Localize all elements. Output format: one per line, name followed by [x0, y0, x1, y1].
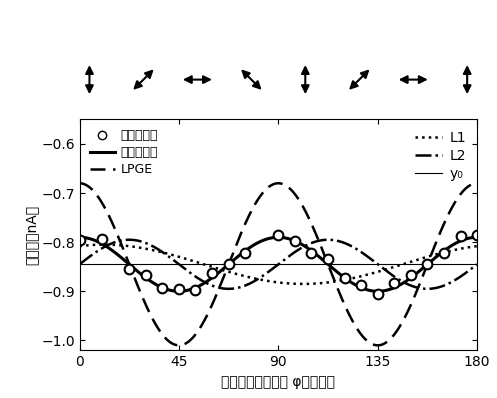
L2: [126, 237, 132, 242]
L2: [77, 262, 83, 267]
L1: [101, 242, 107, 247]
L1: [252, 276, 258, 281]
L1: [117, 243, 123, 248]
L2: [474, 262, 480, 267]
L1: [350, 276, 356, 281]
L2: [394, 276, 400, 281]
L1: [77, 244, 83, 248]
L2: [387, 271, 393, 276]
Legend: L1, L2, y₀: L1, L2, y₀: [411, 126, 470, 185]
Line: L2: L2: [80, 240, 477, 289]
X-axis label: 二分之一波片转角 φ（度）。: 二分之一波片转角 φ（度）。: [221, 375, 335, 389]
Line: L1: L1: [80, 245, 477, 284]
Y-axis label: 光电流（nA）: 光电流（nA）: [24, 205, 38, 265]
L1: [238, 273, 244, 277]
L1: [395, 263, 401, 268]
L1: [387, 266, 393, 271]
L2: [238, 285, 244, 289]
L1: [300, 281, 306, 286]
L2: [424, 287, 430, 291]
L2: [252, 278, 258, 283]
L1: [474, 244, 480, 248]
L2: [350, 245, 356, 250]
L2: [117, 238, 123, 243]
